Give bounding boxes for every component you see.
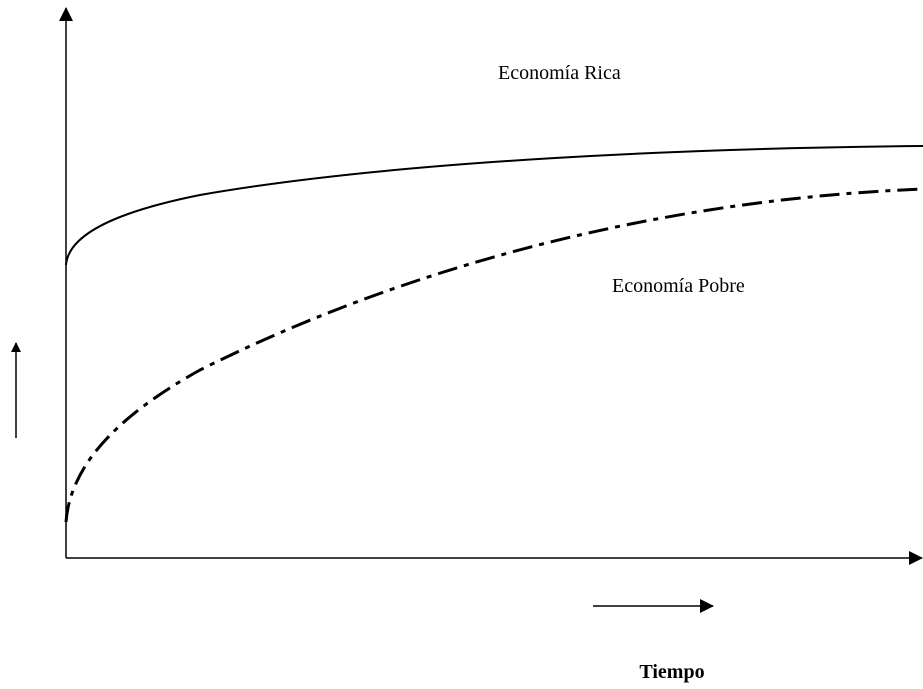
x-axis-label: Tiempo xyxy=(639,661,704,683)
rich-curve xyxy=(65,145,923,266)
rich-label: Economía Rica xyxy=(498,62,621,84)
poor-curve xyxy=(64,187,923,523)
poor-label: Economía Pobre xyxy=(612,275,745,297)
